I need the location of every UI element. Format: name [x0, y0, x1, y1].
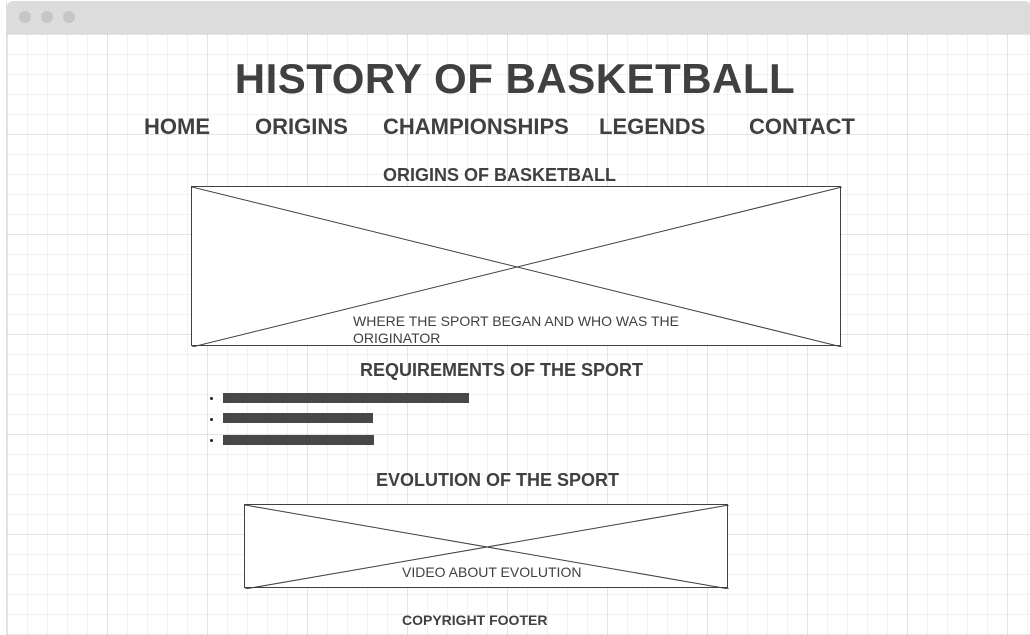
origins-heading: ORIGINS OF BASKETBALL: [383, 165, 616, 185]
minimize-window-dot-icon[interactable]: [41, 11, 53, 23]
close-window-dot-icon[interactable]: [19, 11, 31, 23]
list-bullet-icon: [210, 439, 213, 442]
requirement-item-bar: [223, 435, 374, 445]
nav-item-championships[interactable]: CHAMPIONSHIPS: [383, 114, 569, 139]
nav-item-origins[interactable]: ORIGINS: [255, 114, 348, 139]
evolution-video-placeholder[interactable]: VIDEO ABOUT EVOLUTION: [244, 504, 729, 589]
list-bullet-icon: [210, 397, 213, 400]
video-placeholder-cross-icon: [245, 505, 729, 589]
requirement-item-bar: [223, 413, 373, 423]
origins-image-placeholder: WHERE THE SPORT BEGAN AND WHO WAS THE OR…: [191, 186, 842, 347]
list-bullet-icon: [210, 418, 213, 421]
window-titlebar: [7, 1, 1030, 34]
maximize-window-dot-icon[interactable]: [63, 11, 75, 23]
nav-item-contact[interactable]: CONTACT: [749, 114, 855, 139]
origins-caption: WHERE THE SPORT BEGAN AND WHO WAS THE OR…: [353, 313, 679, 346]
copyright-footer: COPYRIGHT FOOTER: [402, 612, 548, 628]
evolution-caption: VIDEO ABOUT EVOLUTION: [402, 564, 582, 580]
requirement-item-bar: [223, 393, 469, 403]
nav-item-legends[interactable]: LEGENDS: [599, 114, 706, 139]
evolution-heading: EVOLUTION OF THE SPORT: [376, 470, 620, 490]
page-title: HISTORY OF BASKETBALL: [234, 55, 796, 102]
image-placeholder-cross-icon: [192, 187, 842, 347]
requirements-heading: REQUIREMENTS OF THE SPORT: [360, 360, 644, 380]
nav-item-home[interactable]: HOME: [144, 114, 210, 139]
